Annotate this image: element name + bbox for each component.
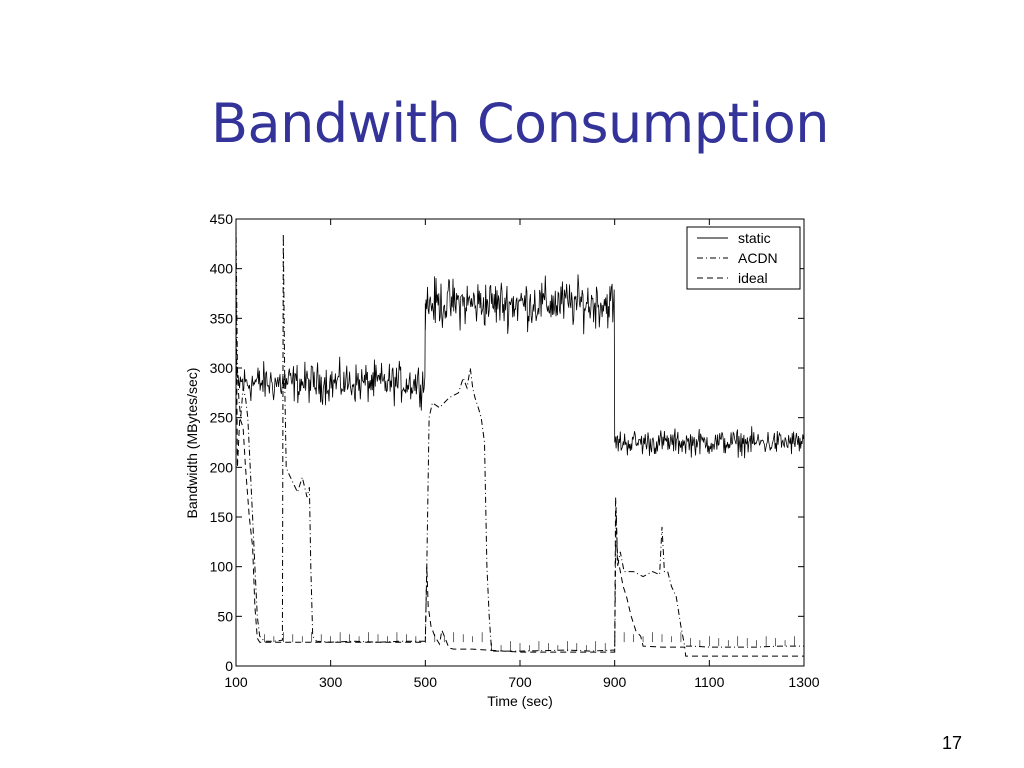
legend-label-acdn: ACDN (738, 250, 778, 266)
y-tick-label: 150 (210, 509, 234, 525)
y-tick-label: 0 (225, 658, 233, 674)
x-tick-label: 500 (414, 674, 438, 690)
y-tick-label: 450 (210, 211, 234, 227)
x-axis-label: Time (sec) (487, 693, 553, 709)
y-tick-label: 400 (210, 261, 234, 277)
series-line-acdn (235, 223, 804, 652)
y-tick-label: 250 (210, 410, 234, 426)
x-tick-label: 1300 (788, 674, 819, 690)
x-tick-label: 100 (224, 674, 248, 690)
axis-layer: 100 300 500 700 900 1100 1300 0 50 100 150 200 250 30… (210, 211, 820, 690)
legend-label-ideal: ideal (738, 270, 768, 286)
y-tick-label: 350 (210, 310, 234, 326)
series-line-static (235, 274, 804, 459)
page-number: 17 (941, 733, 962, 753)
legend-box (686, 226, 801, 290)
x-tick-label: 1100 (694, 674, 724, 690)
legend: static ACDN ideal (686, 226, 801, 290)
y-tick-label: 50 (217, 608, 233, 624)
x-tick-label: 900 (603, 674, 627, 690)
slide-title: Bandwith Consumption (210, 92, 830, 155)
plot-frame (235, 218, 805, 667)
series-layer (235, 223, 804, 657)
x-tick-label: 300 (319, 674, 343, 690)
y-tick-label: 200 (210, 459, 234, 475)
x-tick-label: 700 (508, 674, 532, 690)
y-axis-label: Bandwidth (MBytes/sec) (184, 368, 200, 519)
y-tick-label: 300 (210, 360, 234, 376)
legend-label-static: static (738, 230, 771, 246)
y-tick-label: 100 (210, 559, 234, 575)
series-line-ideal (235, 268, 804, 657)
